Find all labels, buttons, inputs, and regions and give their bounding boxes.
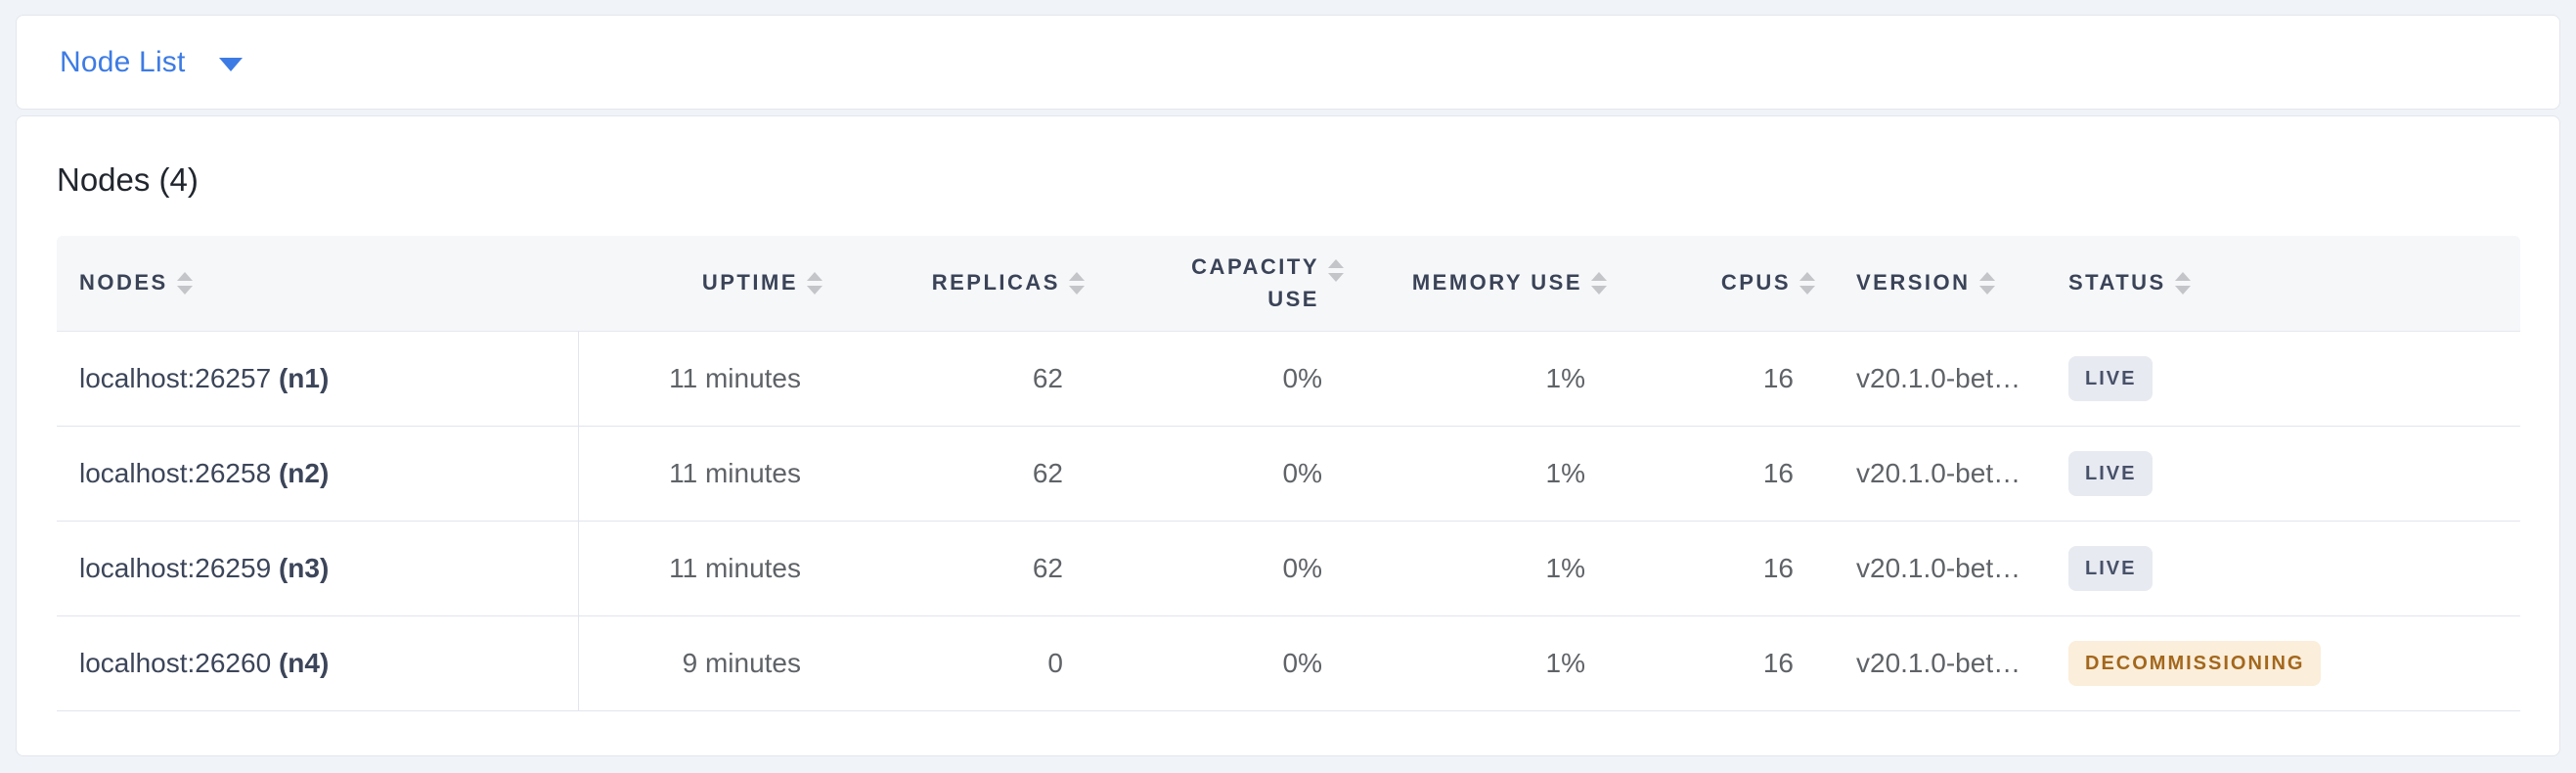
memory-use-cell: 1%	[1354, 521, 1617, 615]
column-header-label: REPLICAS	[931, 270, 1060, 296]
column-header-cpus[interactable]: CPUS	[1617, 236, 1825, 331]
memory-use-cell: 1%	[1354, 331, 1617, 426]
cpus-cell: 16	[1617, 426, 1825, 521]
node-id: (n2)	[278, 457, 330, 488]
sort-arrows-icon	[1069, 271, 1085, 295]
node-id: (n4)	[278, 647, 330, 678]
column-header-replicas[interactable]: REPLICAS	[832, 236, 1094, 331]
table-row: localhost:26260 (n4) 9 minutes 0 0% 1% 1…	[57, 615, 2520, 710]
capacity-use-cell: 0%	[1094, 426, 1354, 521]
sort-arrows-icon	[1328, 259, 1344, 283]
replicas-cell: 62	[832, 426, 1094, 521]
sort-arrows-icon	[1978, 271, 1995, 295]
table-row: localhost:26257 (n1) 11 minutes 62 0% 1%…	[57, 331, 2520, 426]
version-cell: v20.1.0-bet…	[1825, 521, 2037, 615]
status-cell: LIVE	[2037, 426, 2520, 521]
capacity-use-cell: 0%	[1094, 615, 1354, 710]
node-id: (n1)	[278, 362, 330, 393]
node-list-dropdown[interactable]: Node List	[60, 46, 243, 79]
version-cell: v20.1.0-bet…	[1825, 426, 2037, 521]
sort-arrows-icon	[2174, 271, 2191, 295]
replicas-cell: 62	[832, 331, 1094, 426]
column-header-label: MEMORY USE	[1411, 270, 1582, 296]
node-address: localhost:26259	[79, 552, 272, 583]
status-badge: LIVE	[2068, 355, 2154, 401]
node-address: localhost:26258	[79, 457, 272, 488]
top-bar: Node List	[16, 15, 2560, 110]
column-header-memory-use[interactable]: MEMORY USE	[1354, 236, 1617, 331]
status-cell: DECOMMISSIONING	[2037, 615, 2520, 710]
chevron-down-icon	[218, 57, 243, 71]
node-address-cell[interactable]: localhost:26259 (n3)	[57, 521, 579, 615]
node-list-dropdown-label: Node List	[60, 45, 186, 78]
node-address-cell[interactable]: localhost:26258 (n2)	[57, 426, 579, 521]
uptime-cell: 9 minutes	[578, 615, 832, 710]
version-cell: v20.1.0-bet…	[1825, 331, 2037, 426]
column-header-label: CAPACITY USE	[1191, 254, 1319, 312]
uptime-cell: 11 minutes	[578, 426, 832, 521]
table-row: localhost:26259 (n3) 11 minutes 62 0% 1%…	[57, 521, 2520, 615]
column-header-status[interactable]: STATUS	[2037, 236, 2520, 331]
sort-arrows-icon	[176, 271, 193, 295]
memory-use-cell: 1%	[1354, 426, 1617, 521]
version-cell: v20.1.0-bet…	[1825, 615, 2037, 710]
memory-use-cell: 1%	[1354, 615, 1617, 710]
column-header-label: NODES	[79, 270, 168, 296]
column-header-version[interactable]: VERSION	[1825, 236, 2037, 331]
node-address-cell[interactable]: localhost:26260 (n4)	[57, 615, 579, 710]
status-badge: LIVE	[2068, 450, 2154, 496]
table-header-row: NODES UPTIME REPLICAS	[57, 236, 2520, 331]
status-badge: LIVE	[2068, 545, 2154, 591]
sort-arrows-icon	[1799, 271, 1815, 295]
column-header-label: STATUS	[2068, 270, 2166, 296]
uptime-cell: 11 minutes	[578, 521, 832, 615]
table-row: localhost:26258 (n2) 11 minutes 62 0% 1%…	[57, 426, 2520, 521]
sort-arrows-icon	[1591, 271, 1607, 295]
status-badge: DECOMMISSIONING	[2068, 640, 2322, 686]
column-header-label: CPUS	[1720, 270, 1791, 296]
column-header-capacity-use[interactable]: CAPACITY USE	[1094, 236, 1354, 331]
column-header-uptime[interactable]: UPTIME	[578, 236, 832, 331]
cpus-cell: 16	[1617, 521, 1825, 615]
node-address-cell[interactable]: localhost:26257 (n1)	[57, 331, 579, 426]
column-header-label: VERSION	[1856, 270, 1971, 296]
replicas-cell: 62	[832, 521, 1094, 615]
capacity-use-cell: 0%	[1094, 521, 1354, 615]
replicas-cell: 0	[832, 615, 1094, 710]
status-cell: LIVE	[2037, 331, 2520, 426]
capacity-use-cell: 0%	[1094, 331, 1354, 426]
node-address: localhost:26260	[79, 647, 272, 678]
cpus-cell: 16	[1617, 331, 1825, 426]
column-header-label: UPTIME	[701, 270, 798, 296]
page-title: Nodes (4)	[57, 161, 199, 198]
sort-arrows-icon	[807, 271, 822, 295]
uptime-cell: 11 minutes	[578, 331, 832, 426]
node-address: localhost:26257	[79, 362, 272, 393]
node-id: (n3)	[278, 552, 330, 583]
node-list-table: NODES UPTIME REPLICAS	[57, 236, 2520, 711]
status-cell: LIVE	[2037, 521, 2520, 615]
nodes-panel: Nodes (4) NODES UPTIME	[16, 115, 2560, 756]
column-header-nodes[interactable]: NODES	[57, 236, 578, 331]
cpus-cell: 16	[1617, 615, 1825, 710]
